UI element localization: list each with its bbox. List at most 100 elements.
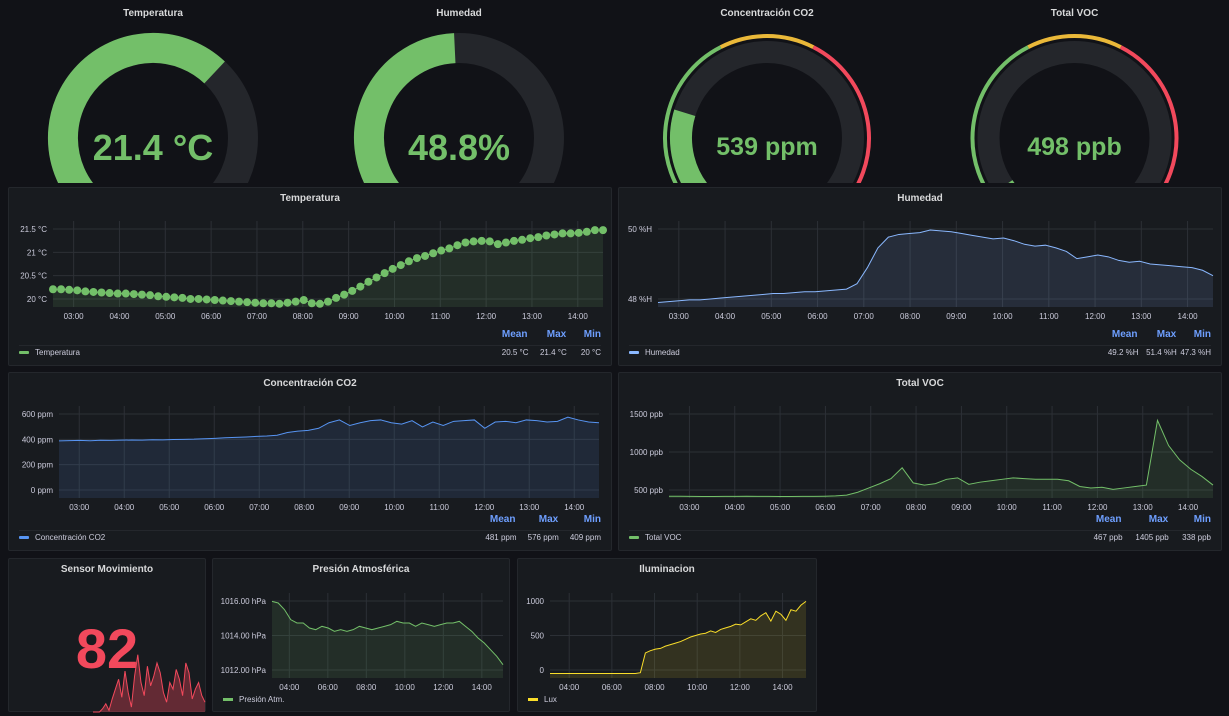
legend-swatch xyxy=(629,536,639,540)
data-point xyxy=(299,296,308,305)
data-point xyxy=(57,285,66,294)
legend-header: Mean Max Min xyxy=(1093,329,1211,340)
y-tick-label: 20.5 °C xyxy=(20,272,47,281)
y-tick-label: 200 ppm xyxy=(22,461,53,470)
x-tick-label: 11:00 xyxy=(1039,312,1059,321)
data-point xyxy=(89,287,98,296)
y-tick-label: 0 xyxy=(540,666,545,675)
series-area xyxy=(658,229,1213,307)
x-tick-label: 12:00 xyxy=(476,312,497,321)
legend-header: Mean Max Min xyxy=(1077,514,1211,525)
temperatura-chart[interactable]: 20 °C 20.5 °C 21 °C 21.5 °C 03:00 04:00 05:00 0… xyxy=(9,188,613,367)
x-tick-label: 05:00 xyxy=(770,503,791,512)
legend-header-min[interactable]: Min xyxy=(1193,514,1211,525)
legend-header-min[interactable]: Min xyxy=(583,514,601,525)
data-point xyxy=(97,288,106,297)
x-tick-label: 06:00 xyxy=(602,683,623,692)
legend-header-mean[interactable]: Mean xyxy=(489,514,516,525)
data-point xyxy=(485,237,494,246)
gauge-title: Humedad xyxy=(436,8,482,19)
x-tick-label: 13:00 xyxy=(519,503,540,512)
legend-row[interactable]: Presión Atm. xyxy=(223,695,499,704)
x-tick-label: 04:00 xyxy=(279,683,300,692)
data-point xyxy=(251,298,260,307)
data-point xyxy=(154,292,163,301)
data-point xyxy=(437,246,446,255)
legend-row[interactable]: Humedad 49.2 %H 51.4 %H 47.3 %H xyxy=(629,345,1211,360)
data-point xyxy=(186,294,195,303)
legend-series-name: Presión Atm. xyxy=(239,695,285,704)
iluminacion-chart[interactable]: 0 500 1000 04:00 06:00 08:00 10:00 12:00 14:00 xyxy=(518,559,818,713)
data-point xyxy=(582,227,591,236)
data-point xyxy=(493,240,502,249)
legend-header-min[interactable]: Min xyxy=(1193,329,1211,340)
threshold-yellow xyxy=(719,34,815,49)
legend-header-max[interactable]: Max xyxy=(1156,329,1177,340)
legend-mean: 467 ppb xyxy=(1093,533,1123,542)
threshold-green xyxy=(663,45,722,183)
data-point xyxy=(162,292,171,301)
legend-header-min[interactable]: Min xyxy=(583,329,601,340)
x-tick-label: 09:00 xyxy=(951,503,972,512)
x-tick-label: 14:00 xyxy=(773,683,794,692)
data-point xyxy=(404,257,413,266)
legend-row[interactable]: Concentración CO2 481 ppm 576 ppm 409 pp… xyxy=(19,530,601,545)
panel-title: Presión Atmosférica xyxy=(312,564,410,575)
x-tick-label: 07:00 xyxy=(247,312,268,321)
legend-min: 20 °C xyxy=(580,348,601,357)
data-point xyxy=(324,297,332,306)
data-point xyxy=(283,298,292,307)
data-point xyxy=(259,299,268,308)
threshold-red xyxy=(1119,45,1179,183)
series-line xyxy=(550,600,807,674)
legend-mean: 49.2 %H xyxy=(1107,348,1139,357)
legend-swatch xyxy=(223,698,233,702)
data-point xyxy=(461,238,470,247)
x-tick-label: 03:00 xyxy=(679,503,700,512)
legend-header-max[interactable]: Max xyxy=(546,329,567,340)
series-area xyxy=(669,420,1213,498)
panel-title: Concentración CO2 xyxy=(263,378,357,389)
presion-chart[interactable]: 1012.00 hPa 1014.00 hPa 1016.00 hPa 04:00 06… xyxy=(213,559,511,713)
legend-min: 409 ppm xyxy=(569,533,601,542)
gauge-fill xyxy=(47,32,225,183)
voc-chart[interactable]: 500 ppb 1000 ppb 1500 ppb 03:00 04:00 05:00 06… xyxy=(619,373,1223,552)
series-area xyxy=(59,417,599,498)
gauge-svg: 48.8% xyxy=(354,33,564,183)
x-tick-label: 07:00 xyxy=(249,503,270,512)
series-line xyxy=(669,418,1214,498)
threshold-yellow xyxy=(1027,34,1122,49)
co2-chart[interactable]: 0 ppm 200 ppm 400 ppm 600 ppm 03:00 04:00 05:0… xyxy=(9,373,613,552)
gauge-humedad: Humedad 48.8% xyxy=(306,0,612,183)
x-tick-label: 10:00 xyxy=(384,312,405,321)
legend-row[interactable]: Temperatura 20.5 °C 21.4 °C 20 °C xyxy=(19,345,601,360)
data-point xyxy=(542,231,551,240)
x-tick-label: 08:00 xyxy=(356,683,377,692)
data-point xyxy=(65,285,74,294)
data-point xyxy=(178,293,187,302)
x-tick-label: 04:00 xyxy=(559,683,580,692)
y-tick-label: 20 °C xyxy=(27,295,47,304)
legend-values: 467 ppb 1405 ppb 338 ppb xyxy=(1079,531,1211,545)
legend-values: 481 ppm 576 ppm 409 ppm xyxy=(473,531,601,545)
data-point xyxy=(202,295,211,304)
data-point xyxy=(218,296,227,305)
data-point xyxy=(421,251,430,260)
data-point xyxy=(534,233,543,242)
x-tick-label: 14:00 xyxy=(564,503,585,512)
legend-header-mean[interactable]: Mean xyxy=(1095,514,1122,525)
series-area xyxy=(93,654,205,712)
legend-row[interactable]: Lux xyxy=(528,695,806,704)
data-point xyxy=(129,290,138,299)
data-point xyxy=(412,254,421,263)
legend-row[interactable]: Total VOC 467 ppb 1405 ppb 338 ppb xyxy=(629,530,1211,545)
legend-header-mean[interactable]: Mean xyxy=(501,329,528,340)
legend-header-max[interactable]: Max xyxy=(1148,514,1169,525)
panel-title: Total VOC xyxy=(896,378,944,389)
legend-header-max[interactable]: Max xyxy=(538,514,559,525)
panel-presion: Presión Atmosférica 1012.00 hPa 1014.00 h… xyxy=(212,558,510,712)
data-point xyxy=(275,299,284,308)
data-point xyxy=(146,291,155,300)
humedad-chart[interactable]: 48 %H 50 %H 03:00 04:00 05:00 06:00 07:00 08:00… xyxy=(619,188,1223,367)
legend-header-mean[interactable]: Mean xyxy=(1111,329,1138,340)
